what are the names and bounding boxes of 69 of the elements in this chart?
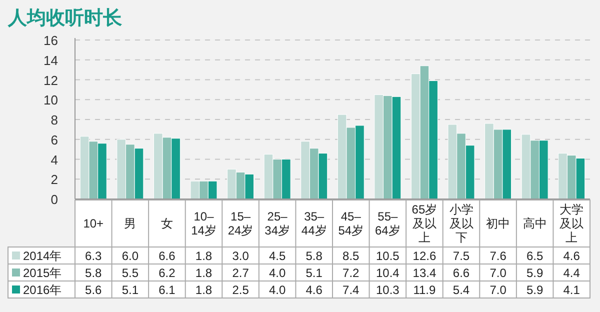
data-label: 7.2	[342, 266, 360, 280]
data-label: 4.4	[563, 266, 580, 280]
data-label: 4.0	[268, 283, 286, 297]
data-label: 7.4	[342, 283, 360, 297]
x-tick-label: 高中	[522, 216, 547, 230]
y-tick-label: 8	[50, 112, 58, 128]
x-tick-label: 初中	[486, 216, 510, 230]
data-label: 12.6	[412, 249, 436, 263]
data-label: 6.1	[158, 283, 176, 297]
chart-title: 人均收听时长	[7, 7, 123, 29]
x-tick-label: 大学及以上	[560, 202, 584, 244]
data-label: 6.6	[158, 249, 176, 263]
data-label: 5.8	[306, 249, 323, 263]
data-label: 5.1	[306, 266, 323, 280]
data-label: 8.5	[342, 249, 360, 263]
x-tick-label: 15–24岁	[228, 210, 254, 238]
data-label: 10.4	[376, 266, 400, 280]
data-label: 2.7	[232, 266, 250, 280]
data-label: 7.5	[452, 249, 470, 263]
x-tick-label: 25–34岁	[264, 210, 290, 238]
data-label: 6.5	[526, 249, 544, 263]
data-label: 6.3	[85, 249, 102, 263]
x-tick-label: 65岁及以上	[412, 202, 438, 244]
data-label: 4.6	[306, 283, 323, 297]
legend-label: 2016年	[23, 283, 62, 297]
y-tick-label: 16	[44, 33, 58, 48]
x-tick-label: 45–54岁	[338, 210, 364, 238]
data-label: 4.0	[268, 266, 286, 280]
y-tick-label: 4	[50, 152, 58, 168]
data-label: 3.0	[232, 249, 250, 263]
x-tick-label: 10–14岁	[191, 210, 216, 238]
x-tick-label: 小学及以下	[449, 202, 474, 244]
data-label: 11.9	[413, 283, 436, 297]
data-label: 1.8	[195, 249, 212, 263]
data-label: 2.5	[232, 283, 250, 297]
x-tick-label: 女	[160, 216, 173, 230]
y-tick-label: 2	[50, 172, 58, 188]
x-tick-label: 35–44岁	[301, 210, 327, 238]
data-label: 5.5	[122, 266, 139, 280]
data-label: 6.0	[122, 249, 139, 263]
data-label: 1.8	[195, 283, 212, 297]
data-label: 6.6	[452, 266, 470, 280]
y-tick-label: 6	[50, 132, 58, 148]
y-tick-label: 14	[44, 52, 58, 68]
y-tick-label: 10	[44, 92, 58, 108]
x-tick-label: 55–64岁	[375, 210, 400, 238]
data-label: 5.9	[526, 283, 544, 297]
x-tick-label: 男	[124, 216, 136, 230]
data-label: 6.2	[158, 266, 176, 280]
data-label: 4.6	[563, 249, 580, 263]
legend-label: 2015年	[23, 266, 62, 280]
data-label: 1.8	[195, 266, 212, 280]
y-tick-label: 12	[44, 72, 58, 88]
x-tick-label: 10+	[83, 216, 104, 230]
data-label: 10.5	[376, 249, 400, 263]
data-label: 7.0	[490, 283, 507, 297]
data-label: 5.8	[85, 266, 102, 280]
data-label: 7.0	[490, 266, 507, 280]
data-label: 7.6	[490, 249, 507, 263]
y-tick-label: 0	[50, 192, 58, 207]
data-label: 5.4	[452, 283, 470, 297]
data-label: 5.1	[122, 283, 139, 297]
data-label: 5.9	[526, 266, 544, 280]
data-label: 5.6	[85, 283, 102, 297]
data-label: 13.4	[412, 266, 436, 280]
data-label: 4.1	[563, 283, 580, 297]
data-label: 10.3	[376, 283, 400, 297]
legend-label: 2014年	[23, 249, 62, 263]
data-label: 4.5	[268, 249, 286, 263]
